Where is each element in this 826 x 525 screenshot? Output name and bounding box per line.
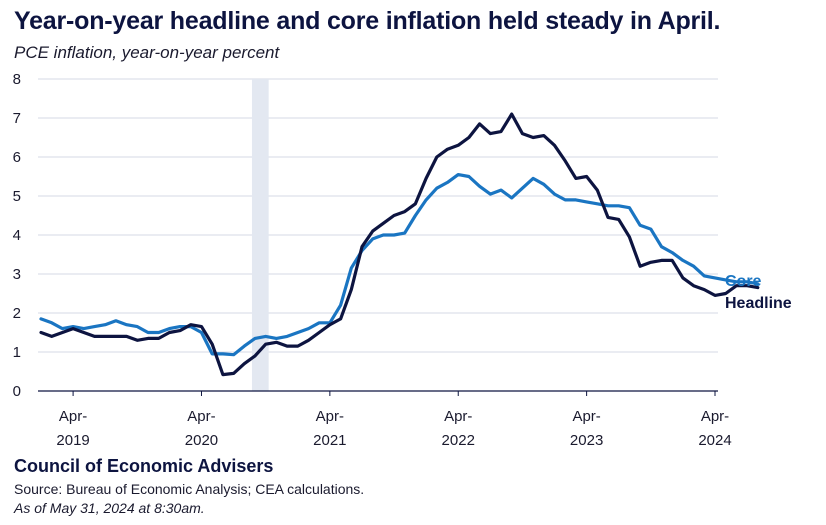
- x-tick-label-month: Apr-: [444, 408, 472, 425]
- x-tick-label-month: Apr-: [572, 408, 600, 425]
- x-tick-label-month: Apr-: [316, 408, 344, 425]
- x-tick-label-year: 2024: [698, 432, 731, 449]
- x-tick-label-month: Apr-: [187, 408, 215, 425]
- x-tick-label-year: 2019: [56, 432, 89, 449]
- chart-subtitle: PCE inflation, year-on-year percent: [14, 43, 280, 62]
- y-tick-label: 2: [13, 305, 21, 322]
- series-label-core: Core: [725, 273, 762, 290]
- y-tick-label: 5: [13, 188, 21, 205]
- shaded-period-band: [251, 79, 269, 391]
- series-line-headline: [39, 112, 760, 377]
- series-lines: [39, 112, 760, 377]
- y-tick-label: 1: [13, 344, 21, 361]
- tick-labels: 0 1 2 3 4 5 6 7 8 Apr- 2019 Apr- 2020 Apr- 2021 Apr- 202…: [13, 71, 792, 449]
- axes: [38, 390, 718, 396]
- footer-organization: Council of Economic Advisers: [14, 456, 274, 476]
- chart-title: Year-on-year headline and core inflation…: [14, 7, 721, 35]
- gridlines: [38, 78, 718, 353]
- x-tick-label-year: 2023: [570, 432, 603, 449]
- x-tick-label-year: 2021: [313, 432, 346, 449]
- y-tick-label: 8: [13, 71, 21, 88]
- y-tick-label: 0: [13, 383, 21, 400]
- x-tick-label-year: 2022: [442, 432, 475, 449]
- footer-source: Source: Bureau of Economic Analysis; CEA…: [14, 481, 365, 497]
- series-label-headline: Headline: [725, 295, 792, 312]
- shaded-period: [251, 79, 269, 391]
- x-tick-label-month: Apr-: [701, 408, 729, 425]
- x-tick-label-year: 2020: [185, 432, 218, 449]
- x-tick-label-month: Apr-: [59, 408, 87, 425]
- footer-as-of: As of May 31, 2024 at 8:30am.: [14, 500, 205, 516]
- y-tick-label: 6: [13, 149, 21, 166]
- y-tick-label: 3: [13, 266, 21, 283]
- y-tick-label: 7: [13, 110, 21, 127]
- y-tick-label: 4: [13, 227, 21, 244]
- series-line-core: [39, 173, 760, 357]
